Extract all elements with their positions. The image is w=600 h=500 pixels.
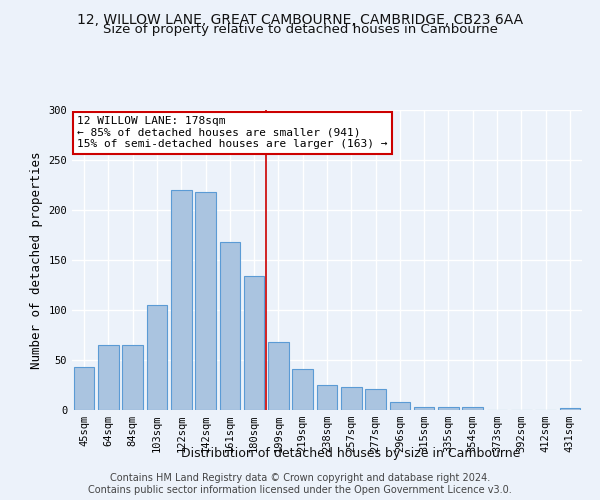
Bar (463, 407, 483, 410)
Bar (220, 242, 240, 410)
Bar (74, 367, 94, 410)
Bar (146, 305, 167, 410)
Text: Contains HM Land Registry data © Crown copyright and database right 2024.
Contai: Contains HM Land Registry data © Crown c… (88, 474, 512, 495)
Bar (438, 407, 459, 410)
Bar (341, 387, 362, 410)
Text: Size of property relative to detached houses in Cambourne: Size of property relative to detached ho… (103, 22, 497, 36)
Bar (560, 408, 580, 410)
Bar (414, 407, 434, 410)
Text: 12, WILLOW LANE, GREAT CAMBOURNE, CAMBRIDGE, CB23 6AA: 12, WILLOW LANE, GREAT CAMBOURNE, CAMBRI… (77, 12, 523, 26)
Text: Distribution of detached houses by size in Cambourne: Distribution of detached houses by size … (181, 448, 521, 460)
Bar (244, 276, 265, 410)
Bar (365, 389, 386, 410)
Bar (268, 342, 289, 410)
Bar (317, 385, 337, 410)
Bar (389, 402, 410, 410)
Bar (122, 345, 143, 410)
Y-axis label: Number of detached properties: Number of detached properties (30, 151, 43, 369)
Text: 12 WILLOW LANE: 178sqm
← 85% of detached houses are smaller (941)
15% of semi-de: 12 WILLOW LANE: 178sqm ← 85% of detached… (77, 116, 388, 149)
Bar (98, 345, 119, 410)
Bar (292, 369, 313, 410)
Bar (195, 192, 216, 410)
Bar (171, 190, 191, 410)
